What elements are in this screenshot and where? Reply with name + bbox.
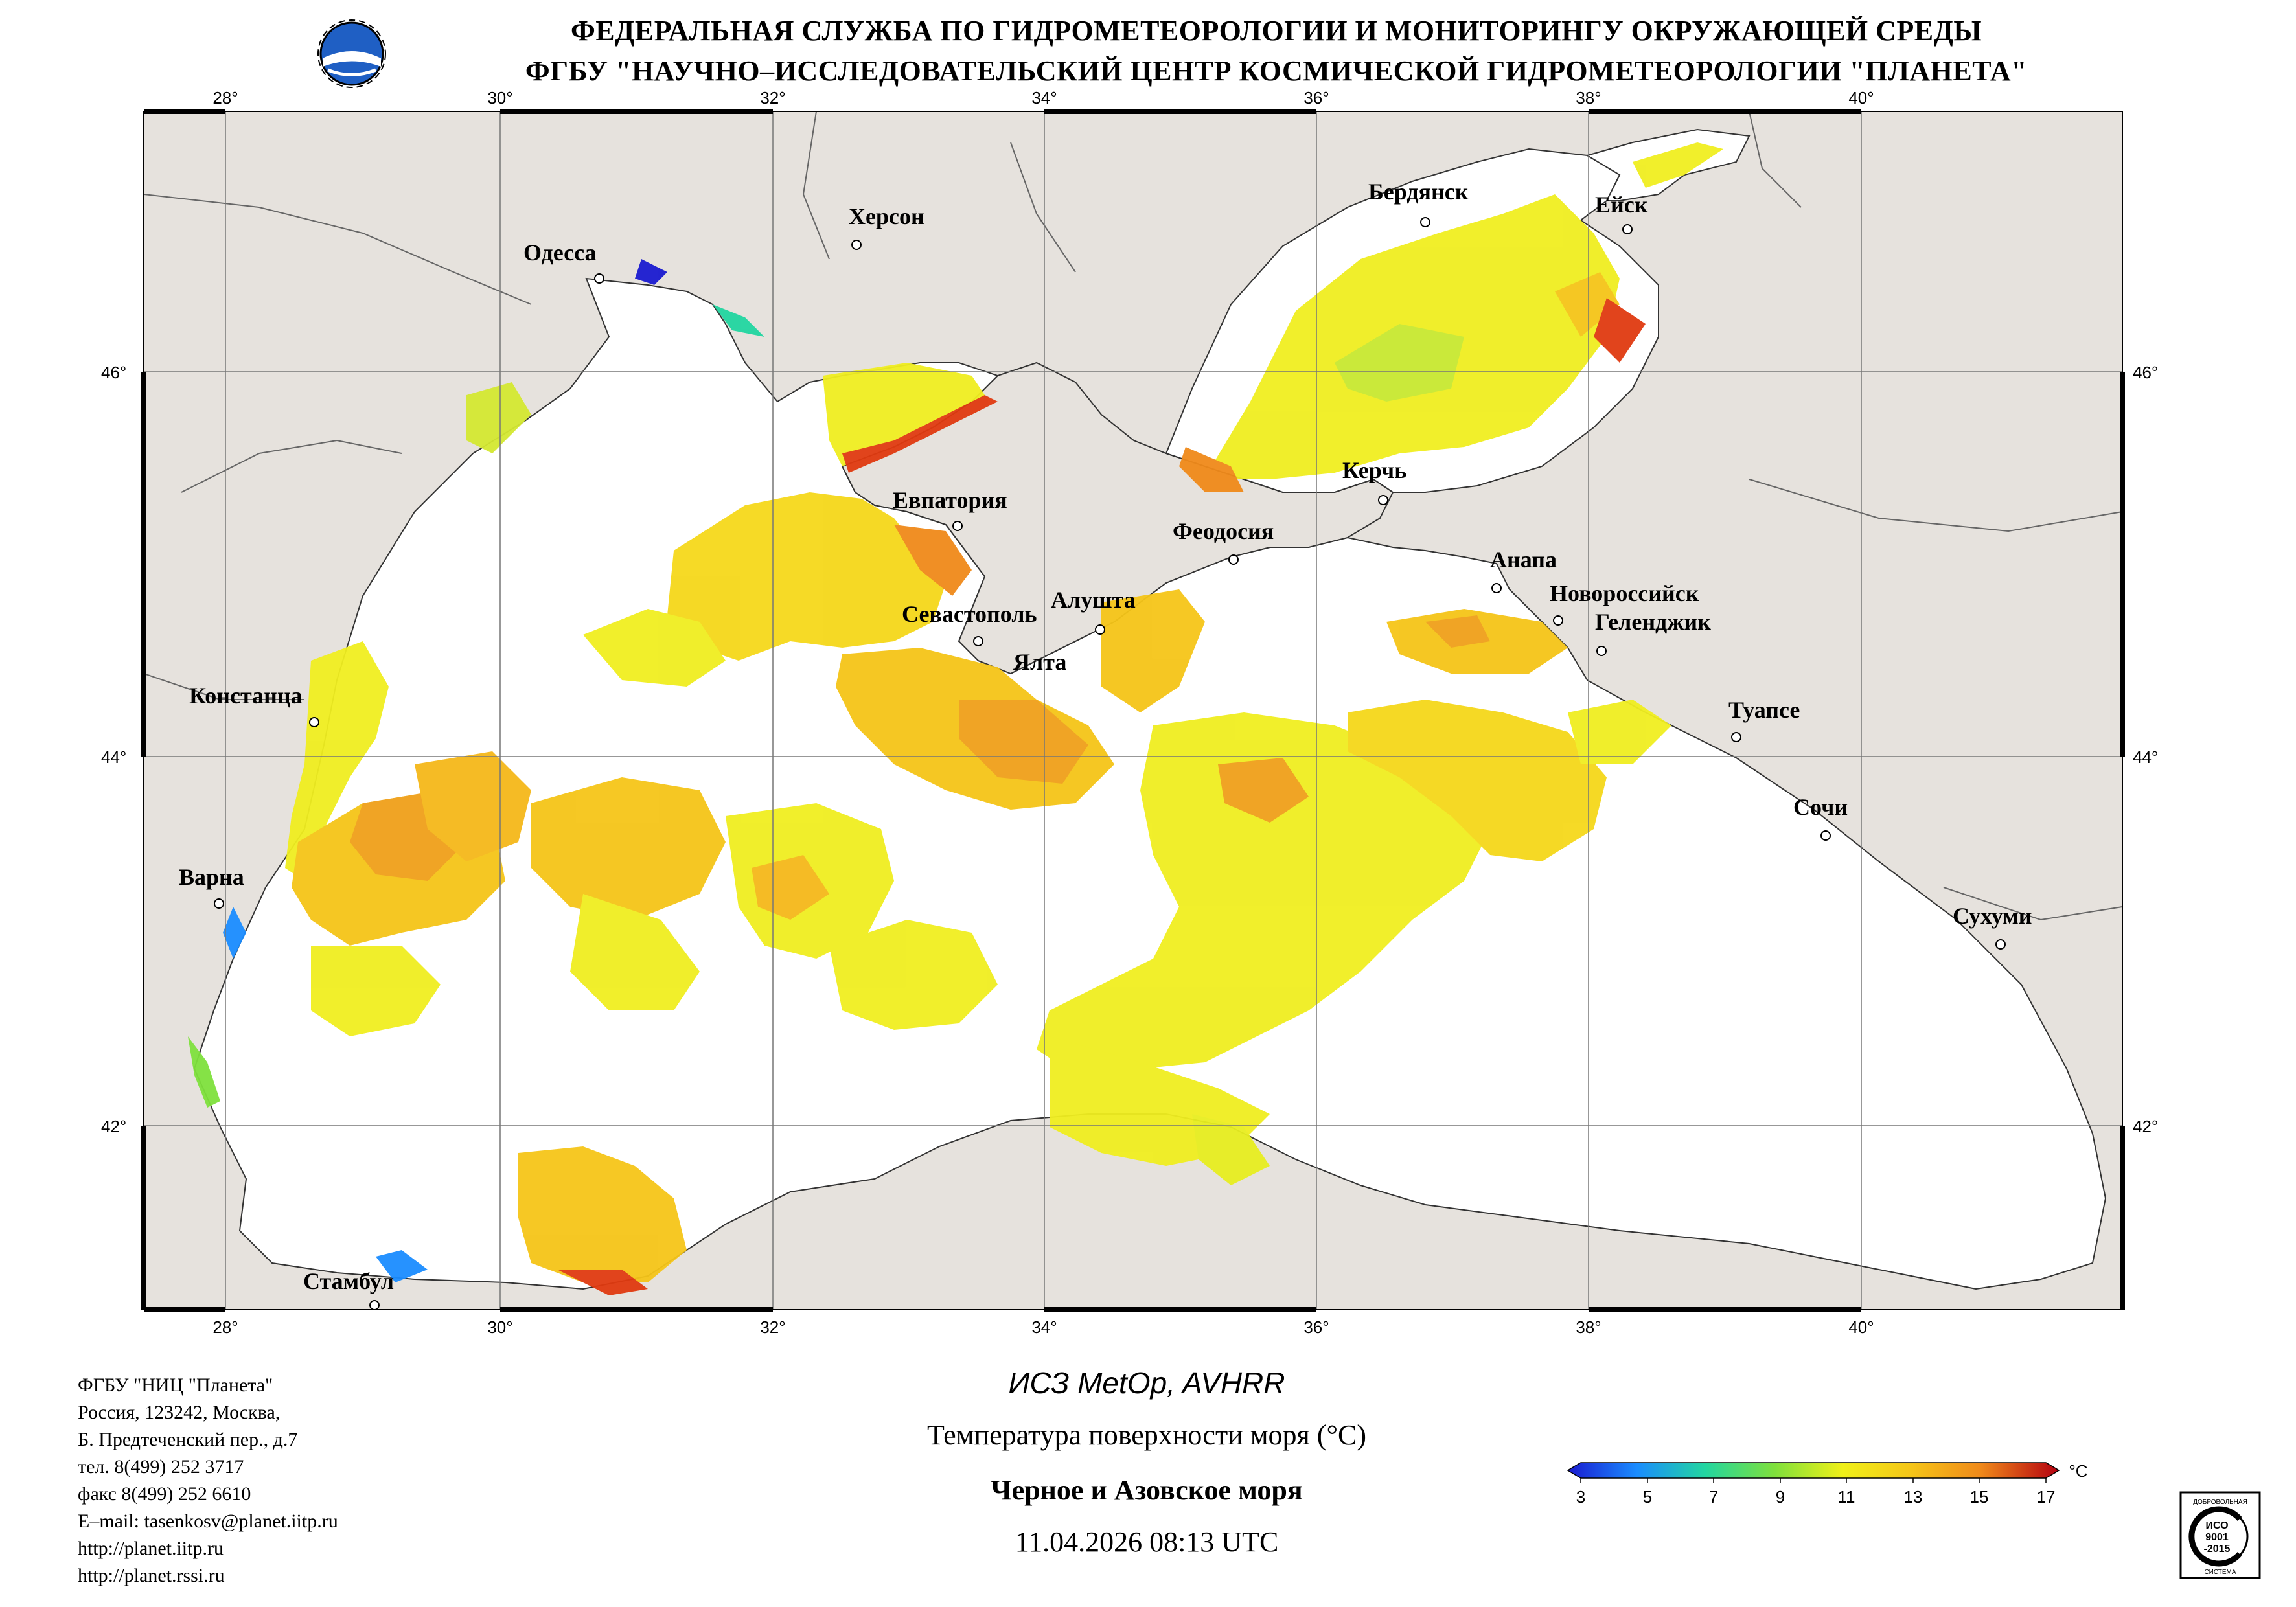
- header: ФЕДЕРАЛЬНАЯ СЛУЖБА ПО ГИДРОМЕТЕОРОЛОГИИ …: [0, 0, 2296, 104]
- city-label-feodosia: Феодосия: [1173, 518, 1274, 544]
- lat-label-right: 42°: [2133, 1117, 2158, 1136]
- lon-label-bottom: 34°: [1031, 1317, 1057, 1334]
- city-label-sevastopol: Севастополь: [902, 601, 1037, 627]
- city-label-berdyansk: Бердянск: [1368, 179, 1469, 205]
- email: E–mail: tasenkosv@planet.iitp.ru: [78, 1510, 338, 1532]
- map-svg: 28° 30° 32° 34° 36° 38° 40° 28° 30° 32° …: [101, 88, 2158, 1337]
- lon-label-top: 28°: [212, 88, 238, 108]
- planeta-logo-icon: [317, 19, 386, 88]
- header-title-line1: ФЕДЕРАЛЬНАЯ СЛУЖБА ПО ГИДРОМЕТЕОРОЛОГИИ …: [570, 15, 1982, 47]
- header-title-line2: ФГБУ "НАУЧНО–ИССЛЕДОВАТЕЛЬСКИЙ ЦЕНТР КОС…: [525, 55, 2028, 87]
- lon-label-top: 30°: [487, 88, 512, 108]
- city-markers: [214, 217, 2006, 1310]
- colorbar-tick: 7: [1709, 1487, 1718, 1507]
- city-label-yevpatoria: Евпатория: [893, 487, 1007, 513]
- lon-label-bottom: 36°: [1303, 1317, 1329, 1334]
- sst-data: [188, 142, 1723, 1295]
- crimea: [841, 361, 1394, 675]
- city-label-kherson: Херсон: [849, 203, 924, 229]
- colorbar-tick: 17: [2037, 1487, 2056, 1507]
- svg-text:ДОБРОВОЛЬНАЯ: ДОБРОВОЛЬНАЯ: [2193, 1499, 2247, 1506]
- lat-label-right: 46°: [2133, 363, 2158, 382]
- city-label-sochi: Сочи: [1793, 794, 1848, 820]
- org-name: ФГБУ "НИЦ "Планета": [78, 1374, 273, 1396]
- satellite-label: ИСЗ MetOp, AVHRR: [1008, 1366, 1285, 1400]
- svg-text:9001: 9001: [2205, 1532, 2229, 1543]
- colorbar-unit: °С: [2069, 1461, 2087, 1481]
- lon-label-top: 40°: [1848, 88, 1874, 108]
- city-label-odessa: Одесса: [523, 240, 597, 266]
- contact-block: ФГБУ "НИЦ "Планета" Россия, 123242, Моск…: [78, 1372, 338, 1590]
- sst-map: 28° 30° 32° 34° 36° 38° 40° 28° 30° 32° …: [0, 84, 2296, 1337]
- lon-label-bottom: 38°: [1576, 1317, 1601, 1334]
- lat-label-left: 42°: [101, 1117, 126, 1136]
- city-label-tuapse: Туапсе: [1728, 697, 1800, 723]
- lon-label-bottom: 32°: [760, 1317, 785, 1334]
- region-label: Черное и Азовское моря: [991, 1474, 1303, 1506]
- fax: факс 8(499) 252 6610: [78, 1483, 251, 1505]
- city-label-sukhumi: Сухуми: [1953, 903, 2032, 929]
- colorbar-tick: 9: [1776, 1487, 1785, 1507]
- datetime-label: 11.04.2026 08:13 UTC: [1015, 1526, 1279, 1558]
- lat-label-left: 46°: [101, 363, 126, 382]
- svg-text:-2015: -2015: [2204, 1544, 2231, 1555]
- frame-ticks: [141, 109, 2125, 1312]
- lon-label-top: 36°: [1303, 88, 1329, 108]
- city-label-gelendzhik: Геленджик: [1595, 609, 1711, 635]
- lon-label-bottom: 30°: [487, 1317, 512, 1334]
- phone: тел. 8(499) 252 3717: [78, 1456, 244, 1477]
- website-link[interactable]: http://planet.iitp.ru: [78, 1538, 224, 1559]
- city-label-kerch: Керчь: [1342, 457, 1406, 483]
- iso-certificate-icon: ДОБРОВОЛЬНАЯ ИСО 9001 -2015 СИСТЕМА: [2179, 1491, 2261, 1579]
- parameter-label: Температура поверхности моря (°С): [926, 1419, 1367, 1451]
- colorbar-tick: 5: [1643, 1487, 1652, 1507]
- svg-text:СИСТЕМА: СИСТЕМА: [2204, 1569, 2236, 1576]
- lon-label-top: 38°: [1576, 88, 1601, 108]
- lat-label-right: 44°: [2133, 747, 2158, 767]
- city-label-istanbul: Стамбул: [303, 1268, 394, 1294]
- colorbar-tick: 15: [1970, 1487, 1989, 1507]
- lon-label-top: 34°: [1031, 88, 1057, 108]
- city-label-yalta: Ялта: [1013, 649, 1066, 675]
- city-label-alushta: Алушта: [1051, 587, 1136, 613]
- lon-label-bottom: 28°: [212, 1317, 238, 1334]
- address-line2: Б. Предтеченский пер., д.7: [78, 1429, 298, 1450]
- colorbar-tick: 11: [1838, 1487, 1855, 1507]
- city-label-yeysk: Ейск: [1595, 192, 1648, 218]
- city-label-anapa: Анапа: [1490, 547, 1557, 573]
- city-label-constanta: Констанца: [189, 683, 303, 709]
- admin-borders: [144, 111, 2122, 921]
- temperature-colorbar: 3 5 7 9 11 13 15 17 °С: [1567, 1461, 2088, 1507]
- colorbar-tick: 3: [1576, 1487, 1585, 1507]
- lon-label-top: 32°: [760, 88, 785, 108]
- website-link[interactable]: http://planet.rssi.ru: [78, 1565, 225, 1586]
- lat-label-left: 44°: [101, 747, 126, 767]
- address-line1: Россия, 123242, Москва,: [78, 1402, 281, 1423]
- lon-label-bottom: 40°: [1848, 1317, 1874, 1334]
- graticule: [144, 111, 2122, 1310]
- city-label-novorossiysk: Новороссийск: [1550, 580, 1699, 606]
- svg-text:ИСО: ИСО: [2205, 1520, 2228, 1531]
- colorbar-tick: 13: [1904, 1487, 1923, 1507]
- city-label-varna: Варна: [179, 864, 244, 890]
